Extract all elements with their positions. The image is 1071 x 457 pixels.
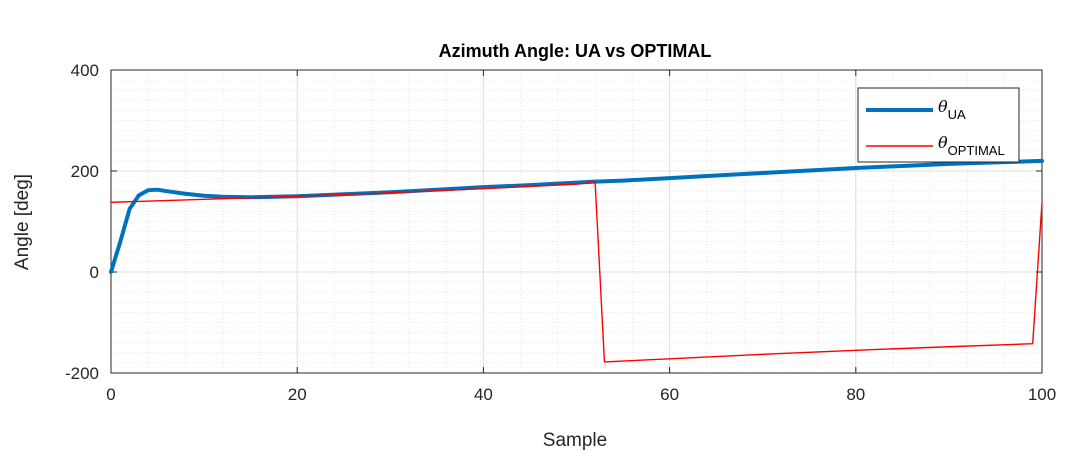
y-tick-label: 200 [71,162,99,181]
x-tick-label: 60 [660,385,679,404]
series-line-ua [109,158,1044,274]
legend-subscript: OPTIMAL [948,143,1005,158]
chart-title: Azimuth Angle: UA vs OPTIMAL [439,41,712,61]
axis-ticks: 0 20 40 60 80 100 -200 0 200 400 [65,61,1056,404]
y-tick-label: 0 [90,263,99,282]
x-tick-label: 20 [288,385,307,404]
legend-box [857,87,1020,163]
legend-subscript: UA [948,107,966,122]
x-axis-label: Sample [543,430,607,451]
x-tick-label: 40 [474,385,493,404]
series-lines [109,158,1044,363]
x-tick-label: 0 [106,385,115,404]
grid [111,70,1042,373]
x-tick-label: 80 [846,385,865,404]
y-axis-label: Angle [deg] [12,174,33,270]
y-tick-label: -200 [65,364,99,383]
y-tick-label: 400 [71,61,99,80]
plot-area-frame [110,69,1043,374]
series-line-optimal [110,181,1043,363]
x-tick-label: 100 [1028,385,1056,404]
